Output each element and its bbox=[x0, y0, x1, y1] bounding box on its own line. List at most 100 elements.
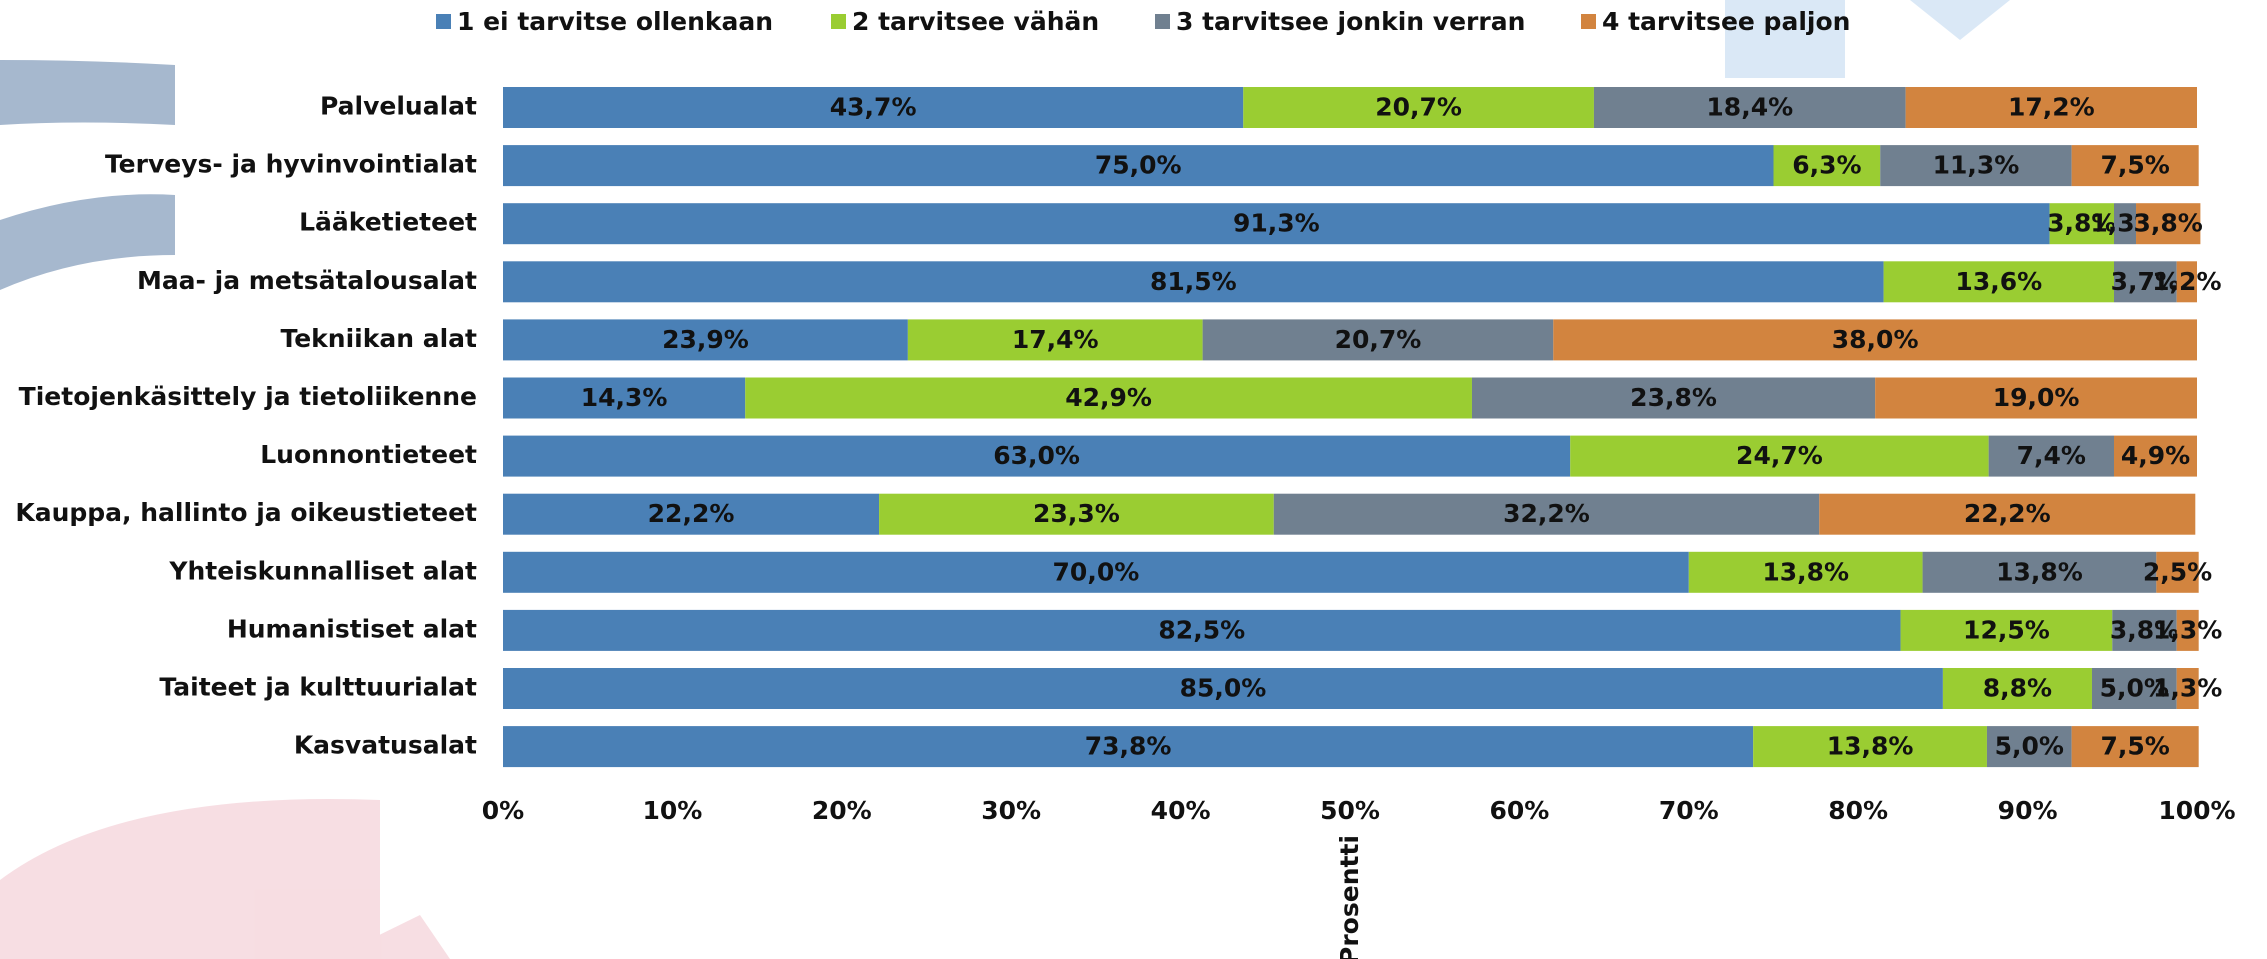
bar-segment bbox=[2071, 726, 2199, 768]
decor-arc bbox=[0, 194, 175, 290]
x-tick-label: 80% bbox=[1828, 796, 1888, 825]
y-tick-label: Maa- ja metsätalousalat bbox=[137, 266, 477, 295]
data-label: 11,3% bbox=[1933, 151, 2020, 180]
bar-segment bbox=[2049, 203, 2114, 245]
x-tick-label: 10% bbox=[642, 796, 702, 825]
bar-segment bbox=[503, 609, 1901, 651]
data-label: 13,8% bbox=[1762, 557, 1849, 586]
x-tick-label: 100% bbox=[2158, 796, 2235, 825]
y-tick-label: Humanistiset alat bbox=[227, 614, 477, 643]
bar-segment bbox=[1593, 87, 1906, 128]
legend-swatch bbox=[1155, 14, 1170, 29]
data-label: 5,0% bbox=[1995, 732, 2064, 761]
bar-segment bbox=[503, 319, 908, 361]
data-label: 17,2% bbox=[2008, 93, 2095, 122]
data-label: 22,2% bbox=[648, 499, 735, 528]
data-label: 38,0% bbox=[1832, 325, 1919, 354]
bar-segment bbox=[1819, 493, 2196, 535]
background-decor bbox=[0, 0, 2010, 959]
bar-segment bbox=[907, 319, 1203, 361]
legend-swatch bbox=[436, 14, 451, 29]
data-label: 5,0% bbox=[2100, 674, 2169, 703]
y-tick-label: Tekniikan alat bbox=[280, 324, 477, 353]
decor-arc bbox=[0, 60, 175, 125]
data-label: 32,2% bbox=[1503, 499, 1590, 528]
data-label: 70,0% bbox=[1053, 557, 1140, 586]
bar-segment bbox=[1988, 435, 2114, 477]
bar-segment bbox=[503, 261, 1884, 303]
bar-segment bbox=[879, 493, 1274, 535]
bar-segment bbox=[1883, 261, 2114, 303]
y-tick-label: Kasvatusalat bbox=[294, 731, 477, 760]
bar-segment bbox=[2071, 145, 2199, 187]
data-label: 23,8% bbox=[1630, 383, 1717, 412]
data-label: 17,4% bbox=[1012, 325, 1099, 354]
data-label: 13,6% bbox=[1955, 267, 2042, 296]
data-label: 18,4% bbox=[1706, 93, 1793, 122]
bar-segment bbox=[2176, 609, 2199, 651]
bar-segment bbox=[1471, 377, 1876, 419]
bar-segment bbox=[1773, 145, 1881, 187]
bar-segment bbox=[1880, 145, 2072, 187]
bar-segment bbox=[1202, 319, 1554, 361]
data-label: 91,3% bbox=[1233, 209, 1320, 238]
legend-label: 2 tarvitsee vähän bbox=[852, 7, 1099, 36]
bar-segment bbox=[1688, 551, 1923, 593]
bar-segment bbox=[1753, 726, 1987, 768]
data-label: 13,8% bbox=[1827, 732, 1914, 761]
data-label: 14,3% bbox=[581, 383, 668, 412]
bar-segment bbox=[745, 377, 1472, 419]
data-label: 42,9% bbox=[1065, 383, 1152, 412]
data-label: 4,9% bbox=[2121, 441, 2190, 470]
y-tick-label: Tietojenkäsittely ja tietoliikenne bbox=[19, 382, 477, 411]
data-label: 22,2% bbox=[1964, 499, 2051, 528]
x-tick-label: 60% bbox=[1489, 796, 1549, 825]
data-label: 6,3% bbox=[1792, 151, 1861, 180]
data-label: 24,7% bbox=[1736, 441, 1823, 470]
bar-segment bbox=[2091, 668, 2177, 709]
data-label: 63,0% bbox=[993, 441, 1080, 470]
data-label: 2,5% bbox=[2143, 557, 2212, 586]
data-label: 1,2% bbox=[2152, 267, 2221, 296]
data-label: 43,7% bbox=[830, 93, 917, 122]
data-label: 23,3% bbox=[1033, 499, 1120, 528]
data-label: 7,5% bbox=[2100, 151, 2169, 180]
data-label: 3,8% bbox=[2047, 209, 2116, 238]
data-label: 1,3% bbox=[2153, 674, 2222, 703]
bar-segment bbox=[1986, 726, 2072, 768]
data-label: 19,0% bbox=[1993, 383, 2080, 412]
data-label: 12,5% bbox=[1963, 615, 2050, 644]
data-label: 82,5% bbox=[1158, 615, 1245, 644]
y-tick-label: Yhteiskunnalliset alat bbox=[168, 556, 477, 585]
bar-segment bbox=[2156, 551, 2199, 593]
y-tick-label: Kauppa, hallinto ja oikeustieteet bbox=[15, 498, 477, 527]
bar-segment bbox=[1922, 551, 2157, 593]
y-tick-label: Terveys- ja hyvinvointialat bbox=[105, 150, 477, 179]
bar-segment bbox=[1243, 87, 1594, 128]
bar-segment bbox=[503, 203, 2050, 245]
data-label: 7,4% bbox=[2017, 441, 2086, 470]
bar-segment bbox=[503, 145, 1774, 187]
data-label: 73,8% bbox=[1085, 732, 1172, 761]
legend-swatch bbox=[831, 14, 846, 29]
x-tick-label: 0% bbox=[482, 796, 524, 825]
bar-segment bbox=[1273, 493, 1820, 535]
x-tick-label: 20% bbox=[812, 796, 872, 825]
data-label: 3,7% bbox=[2111, 267, 2180, 296]
x-axis-title: Prosentti bbox=[1335, 835, 1364, 959]
x-tick-label: 90% bbox=[1998, 796, 2058, 825]
data-label: 81,5% bbox=[1150, 267, 1237, 296]
y-tick-label: Luonnontieteet bbox=[260, 440, 477, 469]
data-label: 8,8% bbox=[1983, 674, 2052, 703]
decor-triangle bbox=[1910, 0, 2010, 40]
data-label: 7,5% bbox=[2100, 732, 2169, 761]
y-tick-label: Lääketieteet bbox=[299, 208, 477, 237]
legend-swatch bbox=[1581, 14, 1596, 29]
data-label: 23,9% bbox=[662, 325, 749, 354]
decor-circle bbox=[330, 915, 450, 959]
bar-segment bbox=[503, 435, 1571, 477]
x-tick-label: 70% bbox=[1659, 796, 1719, 825]
data-label: 1,3% bbox=[2153, 615, 2222, 644]
data-label: 85,0% bbox=[1180, 674, 1267, 703]
bar-segment bbox=[2176, 261, 2197, 303]
